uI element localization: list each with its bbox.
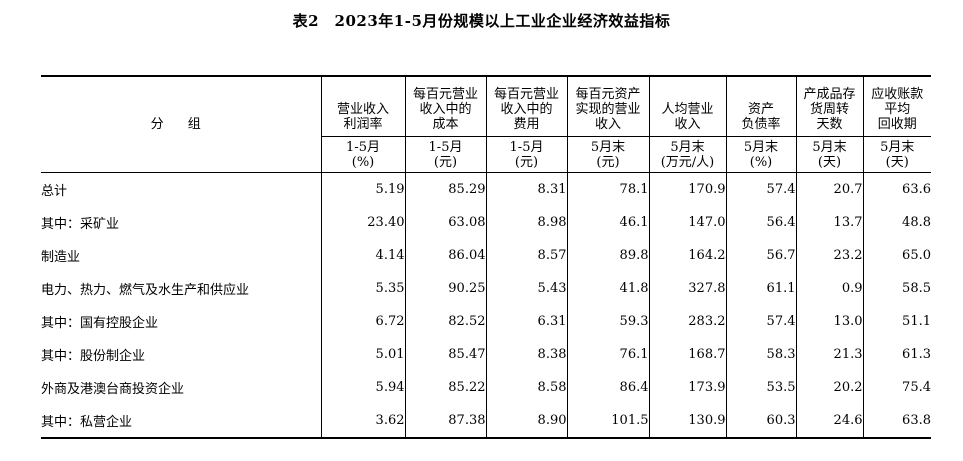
table-cell: 8.38 <box>485 338 567 371</box>
table-cell: 130.9 <box>648 404 726 439</box>
table-cell: 8.57 <box>485 239 567 272</box>
table-cell: 164.2 <box>648 239 726 272</box>
table-cell: 8.31 <box>485 172 567 206</box>
unit-header: 5月末 (%) <box>725 136 796 173</box>
table-cell: 57.4 <box>725 305 796 338</box>
table-cell: 82.52 <box>404 305 486 338</box>
table-row: 电力、热力、燃气及水生产和供应业 5.35 90.25 5.43 41.8 32… <box>41 272 931 305</box>
table-cell: 20.7 <box>795 172 863 206</box>
table-cell: 89.8 <box>566 239 649 272</box>
row-label: 其中：国有控股企业 <box>41 316 159 331</box>
economic-indicators-table: 分 组 营业收入 利润率 每百元营业 收入中的 成本 每百元营业 收入中的 费用 每百元资… <box>41 75 931 439</box>
table-cell: 101.5 <box>566 404 649 439</box>
table-cell: 46.1 <box>566 206 649 239</box>
table-cell: 56.4 <box>725 206 796 239</box>
column-header-revenue-per-capita: 人均营业 收入 <box>648 75 726 137</box>
table-cell: 60.3 <box>725 404 796 439</box>
table-cell: 20.2 <box>795 371 863 404</box>
row-label: 其中：股份制企业 <box>41 349 146 364</box>
unit-header: 5月末 (元) <box>566 136 649 173</box>
table-cell: 4.14 <box>320 239 405 272</box>
table-cell: 5.19 <box>320 172 405 206</box>
table-row: 其中：采矿业 23.40 63.08 8.98 46.1 147.0 56.4 … <box>41 206 931 239</box>
row-label: 外商及港澳台商投资企业 <box>41 382 185 397</box>
table-cell: 85.47 <box>404 338 486 371</box>
table-cell: 85.29 <box>404 172 486 206</box>
unit-header: 5月末 (天) <box>795 136 863 173</box>
unit-header: 5月末 (万元/人) <box>648 136 726 173</box>
table-cell: 170.9 <box>648 172 726 206</box>
table-cell: 41.8 <box>566 272 649 305</box>
table-cell: 76.1 <box>566 338 649 371</box>
table-cell: 58.5 <box>862 272 931 305</box>
table-row: 其中：股份制企业 5.01 85.47 8.38 76.1 168.7 58.3… <box>41 338 931 371</box>
table-cell: 61.3 <box>862 338 931 371</box>
table-cell: 8.98 <box>485 206 567 239</box>
table-cell: 23.2 <box>795 239 863 272</box>
table-cell: 53.5 <box>725 371 796 404</box>
table-row: 其中：私营企业 3.62 87.38 8.90 101.5 130.9 60.3… <box>41 404 931 439</box>
table-cell: 13.7 <box>795 206 863 239</box>
table-cell: 51.1 <box>862 305 931 338</box>
table-cell: 23.40 <box>320 206 405 239</box>
column-header-receivable-collection-period: 应收账款 平均 回收期 <box>862 75 931 137</box>
column-header-debt-ratio: 资产 负债率 <box>725 75 796 137</box>
row-label: 总计 <box>41 172 321 206</box>
table-cell: 5.01 <box>320 338 405 371</box>
table-cell: 147.0 <box>648 206 726 239</box>
table-cell: 57.4 <box>725 172 796 206</box>
group-header: 分 组 <box>41 75 321 173</box>
table-cell: 48.8 <box>862 206 931 239</box>
table-cell: 8.58 <box>485 371 567 404</box>
column-header-revenue-per-hundred-assets: 每百元资产 实现的营业 收入 <box>566 75 649 137</box>
unit-header: 1-5月 (元) <box>485 136 567 173</box>
table-cell: 86.4 <box>566 371 649 404</box>
row-label: 制造业 <box>41 250 81 265</box>
table-cell: 75.4 <box>862 371 931 404</box>
table-cell: 90.25 <box>404 272 486 305</box>
table-row: 制造业 4.14 86.04 8.57 89.8 164.2 56.7 23.2… <box>41 239 931 272</box>
column-header-profit-margin: 营业收入 利润率 <box>320 75 405 137</box>
table-cell: 327.8 <box>648 272 726 305</box>
table-cell: 56.7 <box>725 239 796 272</box>
table-row: 其中：国有控股企业 6.72 82.52 6.31 59.3 283.2 57.… <box>41 305 931 338</box>
table-cell: 5.35 <box>320 272 405 305</box>
table-cell: 63.8 <box>862 404 931 439</box>
table-cell: 78.1 <box>566 172 649 206</box>
table-cell: 3.62 <box>320 404 405 439</box>
column-header-cost-per-hundred: 每百元营业 收入中的 成本 <box>404 75 486 137</box>
row-label: 其中：私营企业 <box>41 404 321 439</box>
table-cell: 21.3 <box>795 338 863 371</box>
table-cell: 63.6 <box>862 172 931 206</box>
table-cell: 168.7 <box>648 338 726 371</box>
unit-header: 5月末 (天) <box>862 136 931 173</box>
table-cell: 5.43 <box>485 272 567 305</box>
unit-header: 1-5月 (%) <box>320 136 405 173</box>
table-cell: 87.38 <box>404 404 486 439</box>
table-cell: 13.0 <box>795 305 863 338</box>
column-header-inventory-turnover-days: 产成品存 货周转 天数 <box>795 75 863 137</box>
column-header-expense-per-hundred: 每百元营业 收入中的 费用 <box>485 75 567 137</box>
table-cell: 85.22 <box>404 371 486 404</box>
table-title: 表2 2023年1-5月份规模以上工业企业经济效益指标 <box>292 12 671 30</box>
table-cell: 0.9 <box>795 272 863 305</box>
table-cell: 61.1 <box>725 272 796 305</box>
row-label: 电力、热力、燃气及水生产和供应业 <box>41 283 250 298</box>
table-cell: 58.3 <box>725 338 796 371</box>
table-row: 外商及港澳台商投资企业 5.94 85.22 8.58 86.4 173.9 5… <box>41 371 931 404</box>
table-cell: 65.0 <box>862 239 931 272</box>
table-cell: 5.94 <box>320 371 405 404</box>
row-label: 其中：采矿业 <box>41 217 120 232</box>
table-cell: 173.9 <box>648 371 726 404</box>
table-cell: 59.3 <box>566 305 649 338</box>
table-cell: 283.2 <box>648 305 726 338</box>
table-cell: 86.04 <box>404 239 486 272</box>
table-cell: 6.31 <box>485 305 567 338</box>
unit-header: 1-5月 (元) <box>404 136 486 173</box>
table-cell: 24.6 <box>795 404 863 439</box>
table-cell: 63.08 <box>404 206 486 239</box>
table-cell: 8.90 <box>485 404 567 439</box>
table-row: 总计 5.19 85.29 8.31 78.1 170.9 57.4 20.7 … <box>41 172 931 206</box>
table-cell: 6.72 <box>320 305 405 338</box>
